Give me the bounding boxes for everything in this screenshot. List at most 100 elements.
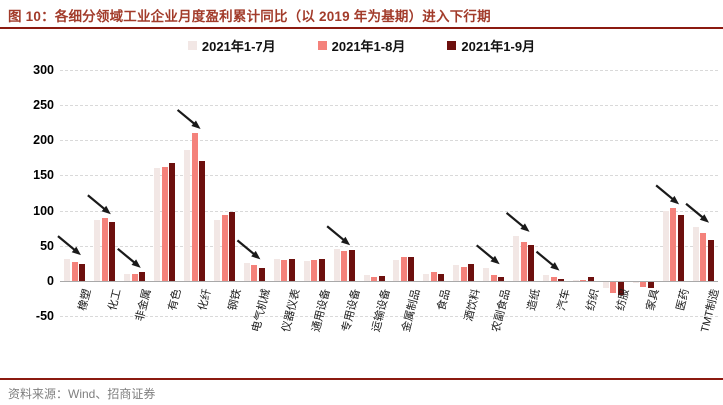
down-trend-arrowhead-icon <box>699 214 710 223</box>
bar <box>632 282 639 284</box>
bar <box>199 161 206 281</box>
bar <box>610 282 617 293</box>
x-axis-category-label: 通用设备 <box>310 287 333 334</box>
legend-swatch <box>447 40 457 50</box>
bar <box>498 277 505 281</box>
bar <box>154 168 161 281</box>
down-trend-arrowhead-icon <box>131 259 141 268</box>
bar <box>513 235 520 281</box>
figure-title: 图 10：各细分领域工业企业月度盈利累计同比（以 2019 年为基期）进入下行期 <box>8 9 491 24</box>
x-axis-category-label: 有色 <box>166 287 184 312</box>
bar <box>558 278 564 281</box>
x-axis-category-label: 非金属 <box>133 287 154 323</box>
x-axis-category-label: 专用设备 <box>340 287 363 334</box>
down-trend-arrowhead-icon <box>669 195 680 205</box>
bar <box>707 240 714 281</box>
bar <box>572 280 579 282</box>
down-trend-arrowhead-icon <box>550 262 560 271</box>
down-trend-arrowhead-icon <box>191 120 201 129</box>
bar <box>221 215 228 281</box>
legend-item: 2021年1-8月 <box>317 36 405 55</box>
x-axis-category-label: 化纤 <box>196 287 214 312</box>
y-axis-tick-label: 150 <box>33 168 54 183</box>
x-axis-category-label: 纺服 <box>614 287 632 312</box>
down-trend-arrow-icon <box>655 184 675 201</box>
down-trend-arrowhead-icon <box>71 246 81 256</box>
legend-label: 2021年1-7月 <box>201 38 276 54</box>
legend-swatch <box>187 40 197 50</box>
bar <box>460 266 467 281</box>
legend-swatch <box>317 40 327 50</box>
y-axis-tick-label: 50 <box>40 238 54 253</box>
bar <box>288 259 295 281</box>
x-axis-category-label: 化工 <box>106 287 124 312</box>
x-axis-category-label: 仪器仪表 <box>280 287 303 334</box>
bar <box>408 257 415 281</box>
y-axis-tick-label: 0 <box>47 274 54 288</box>
bar <box>602 282 609 288</box>
bar <box>438 273 445 281</box>
x-axis-category-label: 造纸 <box>525 287 543 312</box>
bar <box>229 211 235 281</box>
bar <box>273 259 280 281</box>
x-axis-category-label: 纺织 <box>584 287 602 312</box>
x-axis-category-label: 酒饮料 <box>462 287 483 323</box>
bar <box>483 268 490 281</box>
down-trend-arrowhead-icon <box>520 223 530 232</box>
bar <box>311 259 318 281</box>
down-trend-arrow-icon <box>475 244 495 261</box>
bar <box>251 265 258 281</box>
x-axis-category-label: 食品 <box>435 287 453 312</box>
bar <box>243 263 250 281</box>
gridline <box>60 210 718 212</box>
down-trend-arrow-icon <box>117 247 137 265</box>
bar <box>662 210 669 281</box>
bar <box>580 279 587 281</box>
down-trend-arrow-icon <box>57 235 77 252</box>
legend-item: 2021年1-9月 <box>447 36 535 55</box>
bar <box>640 282 647 287</box>
down-trend-arrow-icon <box>535 250 555 268</box>
bar <box>468 264 475 281</box>
bar <box>94 219 101 281</box>
y-axis-tick-label: 100 <box>33 203 54 218</box>
x-axis-zero-line <box>60 281 718 282</box>
bar <box>191 132 198 281</box>
bar <box>587 276 594 281</box>
bar <box>71 261 78 281</box>
bar <box>430 271 437 281</box>
gridline <box>60 140 718 141</box>
bar <box>258 267 265 281</box>
down-trend-arrow-icon <box>236 239 256 256</box>
bar <box>318 259 325 281</box>
gridline <box>60 104 718 106</box>
bar <box>617 282 624 295</box>
bar <box>333 249 340 281</box>
down-trend-arrow-icon <box>176 109 196 126</box>
legend-item: 2021年1-7月 <box>187 36 276 55</box>
y-axis-tick-label: 200 <box>33 133 54 147</box>
bar <box>161 166 168 281</box>
down-trend-arrowhead-icon <box>490 255 500 265</box>
bar <box>528 245 535 281</box>
bar <box>131 273 138 281</box>
bar <box>348 249 355 281</box>
bar <box>670 208 677 281</box>
bar <box>378 276 385 281</box>
bar <box>303 261 310 281</box>
bar <box>101 218 108 281</box>
bar <box>700 233 707 281</box>
x-axis-category-label: 农副食品 <box>489 287 513 334</box>
bar <box>281 259 288 281</box>
bar <box>363 275 370 281</box>
bar <box>647 282 654 289</box>
down-trend-arrow-icon <box>326 225 346 242</box>
x-axis-category-label: 医药 <box>674 287 692 312</box>
x-axis-category-label: 汽车 <box>555 287 573 312</box>
bar <box>124 273 131 281</box>
bar <box>520 242 527 281</box>
title-underline <box>0 27 723 29</box>
bar <box>550 277 557 281</box>
chart-legend: 2021年1-7月 2021年1-8月 2021年1-9月 <box>0 35 723 55</box>
bar <box>184 149 191 281</box>
